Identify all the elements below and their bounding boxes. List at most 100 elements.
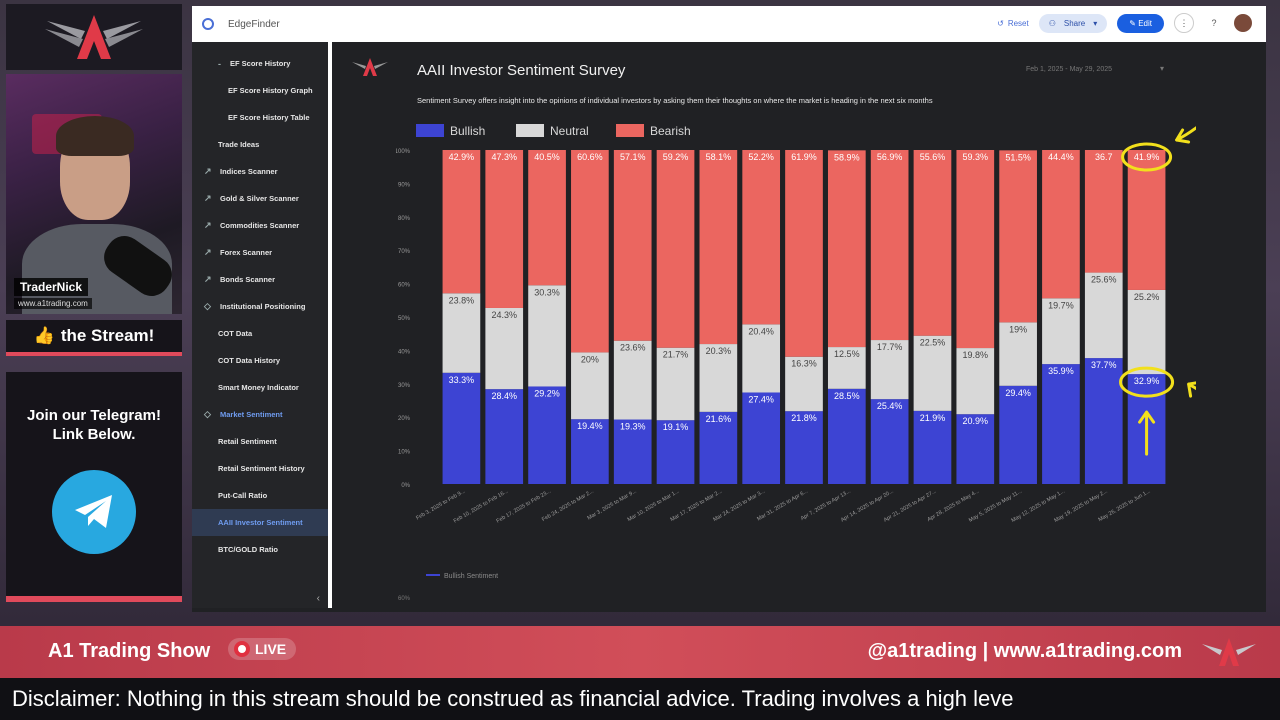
chevron-down-icon: ▾ [1093, 18, 1098, 28]
bar-segment-bearish [699, 150, 738, 345]
y-tick-label: 0% [401, 483, 410, 489]
annotation-circle [1119, 366, 1175, 398]
y-tick-label: 60% [398, 283, 411, 289]
edit-button[interactable]: ✎ Edit [1117, 13, 1164, 33]
sidebar-item[interactable]: ◇ Institutional Positioning [192, 293, 328, 320]
data-label-neutral: 24.3% [491, 310, 517, 320]
bar-segment-bullish [870, 399, 909, 484]
bar-segment-bullish [528, 386, 566, 484]
sidebar-item[interactable]: Put-Call Ratio [192, 482, 328, 509]
sidebar-item[interactable]: Retail Sentiment [192, 428, 328, 455]
sidebar-item-label: AAII Investor Sentiment [218, 518, 303, 527]
data-label-bearish: 36.7 [1095, 152, 1113, 162]
data-label-neutral: 19.7% [1048, 300, 1074, 310]
share-button[interactable]: ⚇ Share ▾ [1038, 13, 1108, 33]
webcam-feed: TraderNick www.a1trading.com [6, 74, 182, 314]
report-nav-sidebar: - EF Score History EF Score History Graph E… [192, 42, 332, 608]
sidebar-item-label: Forex Scanner [220, 248, 273, 257]
sidebar-item-label: Retail Sentiment [218, 437, 277, 446]
streamer-url: www.a1trading.com [14, 298, 92, 309]
legend-swatch-neutral [516, 124, 544, 137]
show-name: A1 Trading Show [48, 640, 211, 662]
edgefinder-app: EdgeFinder ↺ Reset ⚇ Share ▾ ✎ Edit ⋮ ? [192, 6, 1266, 612]
legend-label-bullish: Bullish [450, 124, 485, 138]
data-label-bearish: 42.9% [449, 152, 475, 162]
data-label-neutral: 19% [1009, 324, 1027, 334]
bar-segment-neutral [656, 347, 695, 421]
bar-segment-neutral [485, 307, 524, 390]
app-title: EdgeFinder [228, 18, 280, 30]
sidebar-item-label: Institutional Positioning [220, 302, 306, 311]
diamond-icon: ◇ [204, 301, 211, 311]
sidebar-item[interactable]: ↗ Indices Scanner [192, 158, 328, 185]
bar-segment-bearish [656, 150, 695, 348]
data-label-neutral: 16.3% [791, 359, 817, 369]
sidebar-item[interactable]: AAII Investor Sentiment [192, 509, 328, 536]
date-range-picker[interactable]: Feb 1, 2025 - May 29, 2025 [1026, 66, 1112, 73]
sidebar-item[interactable]: EF Score History Table [192, 104, 328, 131]
bar-segment-bullish [699, 411, 738, 484]
sidebar-item[interactable]: Retail Sentiment History [192, 455, 328, 482]
data-label-neutral: 12.5% [834, 349, 860, 359]
data-label-bullish: 21.6% [706, 414, 732, 424]
more-options-icon[interactable]: ⋮ [1174, 13, 1194, 33]
bar-segment-bullish [656, 420, 695, 484]
user-avatar[interactable] [1234, 14, 1252, 32]
data-label-bearish: 44.4% [1048, 152, 1074, 162]
bar-segment-neutral [1127, 289, 1166, 375]
legend-swatch-bullish [416, 124, 444, 137]
sidebar-item[interactable]: EF Score History Graph [192, 77, 328, 104]
streamer-name: TraderNick [14, 278, 89, 296]
bar-segment-bearish [742, 150, 781, 325]
data-label-bullish: 19.4% [577, 421, 603, 431]
sidebar-item[interactable]: ◇ Market Sentiment [192, 401, 328, 428]
data-label-neutral: 20.3% [706, 346, 732, 356]
bar-segment-bullish [442, 372, 481, 484]
help-icon[interactable]: ? [1211, 18, 1217, 28]
sidebar-item-label: Retail Sentiment History [218, 464, 305, 473]
data-label-neutral: 20.4% [748, 326, 774, 336]
bar-segment-bearish [1127, 150, 1166, 290]
sidebar-item-label: Market Sentiment [220, 410, 283, 419]
social-handle: @a1trading | www.a1trading.com [867, 640, 1182, 662]
bar-segment-bearish [956, 150, 995, 349]
data-label-bullish: 28.4% [491, 391, 517, 401]
sidebar-item[interactable]: ↗ Gold & Silver Scanner [192, 185, 328, 212]
bar-segment-bullish [785, 411, 823, 484]
sidebar-item[interactable]: BTC/GOLD Ratio [192, 536, 328, 563]
sidebar-item[interactable]: ↗ Commodities Scanner [192, 212, 328, 239]
bar-segment-neutral [742, 324, 781, 393]
bar-segment-bullish [485, 389, 524, 484]
bar-segment-neutral [956, 348, 995, 415]
collapse-sidebar-icon[interactable]: ‹ [316, 593, 320, 604]
data-label-neutral: 23.8% [449, 295, 475, 305]
reset-button[interactable]: ↺ Reset [997, 19, 1029, 28]
annotation-circle [1121, 142, 1173, 172]
data-label-bullish: 21.9% [920, 413, 946, 423]
sidebar-item[interactable]: COT Data History [192, 347, 328, 374]
chevron-down-icon[interactable]: ▾ [1160, 64, 1165, 73]
annotation-arrow [1175, 126, 1196, 144]
sidebar-item-label: EF Score History Table [228, 113, 310, 122]
annotation-arrow [1187, 381, 1196, 398]
sidebar-item[interactable]: ↗ Bonds Scanner [192, 266, 328, 293]
trend-icon: ↗ [204, 247, 212, 257]
sidebar-item[interactable]: COT Data [192, 320, 328, 347]
sidebar-item-label: Smart Money Indicator [218, 383, 299, 392]
trend-icon: ↗ [204, 166, 212, 176]
sidebar-item[interactable]: Trade Ideas [192, 131, 328, 158]
data-label-bearish: 56.9% [877, 152, 903, 162]
sidebar-item[interactable]: ↗ Forex Scanner [192, 239, 328, 266]
data-label-neutral: 20% [581, 354, 599, 364]
report-subtitle: Sentiment Survey offers insight into the… [417, 96, 933, 105]
bar-segment-bearish [613, 150, 652, 341]
live-dot-icon [234, 641, 250, 657]
y-tick-label: 100% [396, 149, 411, 155]
sidebar-item[interactable]: Smart Money Indicator [192, 374, 328, 401]
data-label-bullish: 33.3% [449, 375, 475, 385]
data-label-bearish: 41.9% [1134, 152, 1160, 162]
data-label-bullish: 29.2% [534, 388, 560, 398]
sidebar-item[interactable]: - EF Score History [192, 50, 328, 77]
data-label-neutral: 19.8% [963, 350, 989, 360]
y-tick-label: 70% [398, 249, 411, 255]
